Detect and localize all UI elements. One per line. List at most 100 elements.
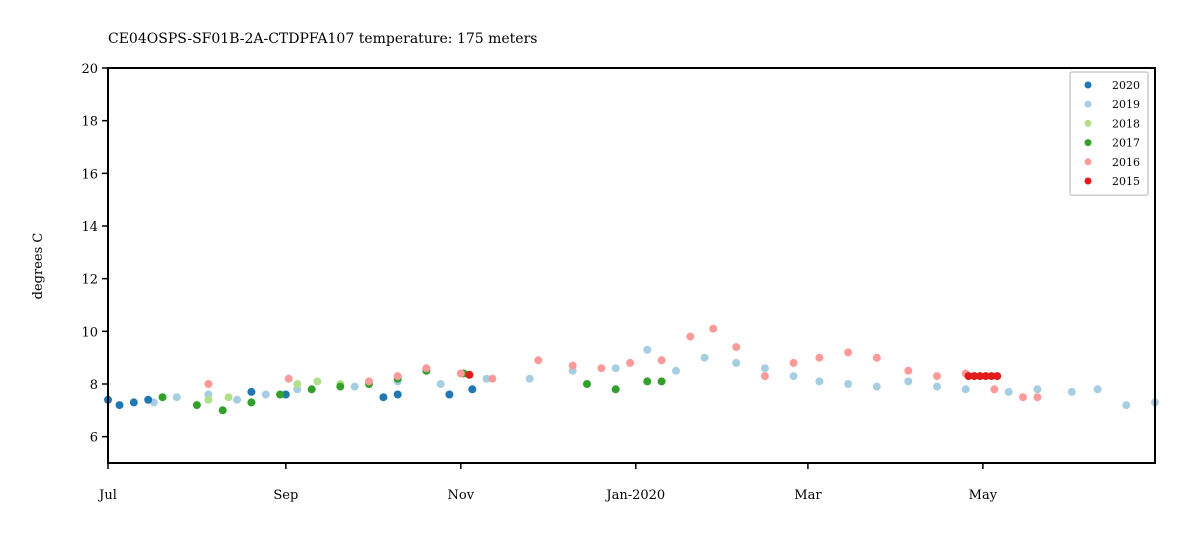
point-2015-4 <box>981 372 990 381</box>
point-2017-1 <box>192 401 201 410</box>
point-2018-1 <box>224 393 233 402</box>
point-2017-5 <box>307 385 316 394</box>
series-2018 <box>204 377 345 407</box>
x-tick-label-0: Jul <box>97 488 117 503</box>
point-2019-16 <box>732 358 741 367</box>
y-tick-label-12: 12 <box>81 273 98 288</box>
point-2016-15 <box>760 372 769 381</box>
point-2015-6 <box>993 372 1002 381</box>
point-2016-3 <box>393 372 402 381</box>
point-2017-12 <box>611 385 620 394</box>
legend-marker-2017 <box>1084 139 1092 147</box>
point-2015-3 <box>976 372 984 381</box>
x-tick-label-3: Jan-2020 <box>604 488 665 503</box>
point-2020-5 <box>281 390 290 399</box>
point-2015-1 <box>964 372 973 381</box>
point-2017-11 <box>583 380 591 388</box>
chart-title: CE04OSPS-SF01B-2A-CTDPFA107 temperature:… <box>108 31 537 47</box>
point-2019-19 <box>815 377 824 386</box>
x-tick-label-4: Mar <box>794 488 822 503</box>
x-tick-label-5: May <box>969 488 998 503</box>
y-tick-label-8: 8 <box>90 378 98 393</box>
legend-marker-2018 <box>1084 119 1092 127</box>
data-points <box>104 324 1159 415</box>
point-2016-7 <box>534 356 543 365</box>
legend-label-2018: 2018 <box>1112 117 1140 130</box>
point-2019-13 <box>643 345 652 354</box>
legend-marker-2020 <box>1084 81 1092 89</box>
point-2016-17 <box>815 353 824 362</box>
y-axis-label: degrees C <box>31 233 46 300</box>
point-2016-2 <box>365 377 373 386</box>
legend-label-2017: 2017 <box>1112 137 1140 150</box>
point-2016-12 <box>686 332 695 341</box>
legend-label-2016: 2016 <box>1112 156 1140 169</box>
legend-label-2020: 2020 <box>1112 79 1140 92</box>
point-2019-15 <box>700 353 709 362</box>
point-2019-14 <box>672 366 680 375</box>
y-tick-label-10: 10 <box>81 325 98 340</box>
point-2017-14 <box>657 377 666 386</box>
point-2015-2 <box>970 372 979 381</box>
point-2017-3 <box>247 398 256 407</box>
point-2018-0 <box>204 395 213 404</box>
point-2018-4 <box>313 377 322 386</box>
plot-frame <box>107 67 1156 464</box>
series-2017 <box>158 366 666 415</box>
point-2020-1 <box>115 401 124 410</box>
point-2020-8 <box>445 390 454 399</box>
point-2016-24 <box>1019 393 1027 402</box>
series-2019 <box>149 345 1159 410</box>
series-2020 <box>104 385 477 410</box>
point-2015-0 <box>465 370 474 379</box>
point-2016-25 <box>1033 393 1042 402</box>
point-2019-26 <box>1033 385 1042 394</box>
point-2019-12 <box>611 364 620 373</box>
point-2020-4 <box>247 387 256 396</box>
point-2018-3 <box>293 380 302 388</box>
axes: 6 8 10 12 14 16 18 20 Jul Sep Nov Jan-2020 Mar May <box>81 62 1156 503</box>
x-tick-label-2: Nov <box>448 488 475 503</box>
point-2019-1 <box>172 393 181 402</box>
point-2016-10 <box>626 358 635 367</box>
point-2019-23 <box>933 382 941 391</box>
y-tick-label-16: 16 <box>81 167 98 182</box>
legend: 2020 2019 2018 2017 2016 2015 <box>1069 71 1149 196</box>
point-2019-9 <box>482 374 491 383</box>
series-2015 <box>465 370 1002 381</box>
point-2019-6 <box>350 382 359 391</box>
point-2016-0 <box>204 380 213 388</box>
x-tick-label-1: Sep <box>273 488 298 503</box>
point-2020-2 <box>129 398 138 407</box>
point-2019-10 <box>525 374 534 383</box>
y-tick-label-18: 18 <box>81 115 98 130</box>
point-2019-8 <box>436 380 445 388</box>
point-2019-4 <box>261 390 270 399</box>
legend-marker-2015 <box>1084 177 1092 185</box>
point-2019-18 <box>789 372 798 381</box>
point-2017-4 <box>276 390 285 399</box>
point-2020-7 <box>393 390 402 399</box>
point-2020-3 <box>144 395 153 404</box>
point-2017-0 <box>158 393 167 402</box>
point-2016-4 <box>422 364 431 373</box>
point-2020-9 <box>468 385 477 394</box>
point-2016-16 <box>789 358 798 367</box>
point-2019-3 <box>233 395 242 404</box>
point-2017-6 <box>336 382 345 391</box>
y-tick-label-6: 6 <box>90 431 98 446</box>
point-2016-21 <box>933 372 941 381</box>
point-2016-11 <box>657 356 666 365</box>
point-2015-5 <box>987 372 996 381</box>
point-2019-20 <box>844 380 853 388</box>
legend-marker-2016 <box>1084 158 1092 166</box>
point-2016-13 <box>709 324 718 333</box>
series-2016 <box>204 324 1042 402</box>
point-2019-22 <box>904 377 913 386</box>
point-2016-20 <box>904 366 913 375</box>
point-2019-27 <box>1067 387 1076 396</box>
point-2016-6 <box>488 374 497 383</box>
point-2016-5 <box>456 369 465 378</box>
y-tick-label-20: 20 <box>81 62 98 77</box>
